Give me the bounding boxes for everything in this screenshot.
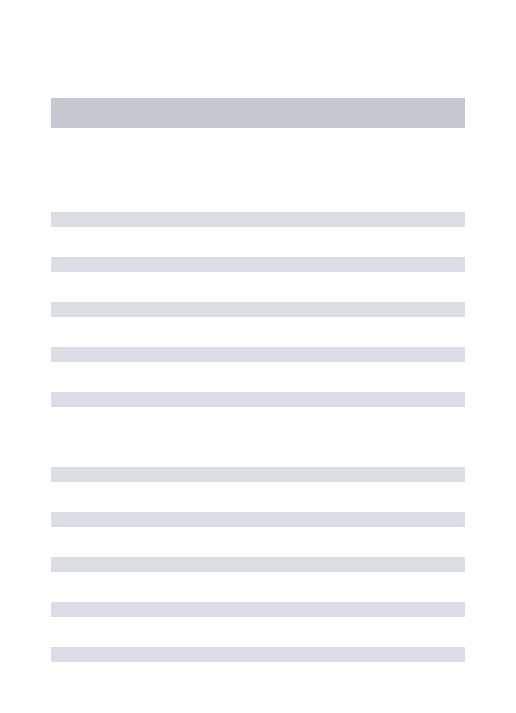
text-line-placeholder <box>51 602 465 617</box>
text-line-placeholder <box>51 257 465 272</box>
text-line-placeholder <box>51 512 465 527</box>
text-line-placeholder <box>51 467 465 482</box>
title-placeholder <box>51 98 465 128</box>
text-line-placeholder <box>51 392 465 407</box>
text-line-placeholder <box>51 647 465 662</box>
document-skeleton <box>0 0 516 662</box>
text-line-placeholder <box>51 557 465 572</box>
text-line-placeholder <box>51 302 465 317</box>
paragraph-gap <box>51 437 465 467</box>
text-line-placeholder <box>51 212 465 227</box>
text-line-placeholder <box>51 347 465 362</box>
